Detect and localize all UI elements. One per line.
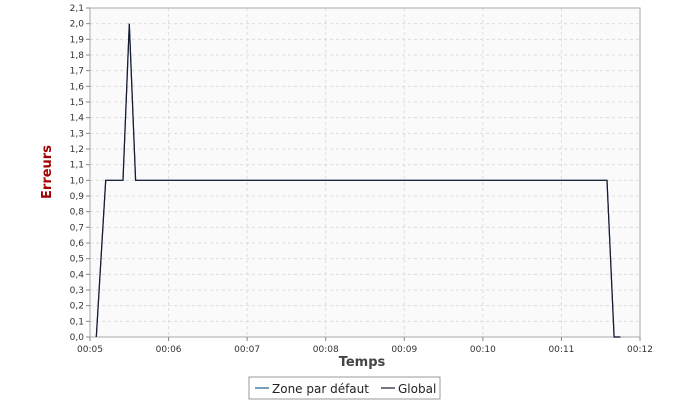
y-tick-label: 0,2 — [70, 302, 84, 312]
y-axis: 0,0 0,1 0,2 0,3 0,4 0,5 0,6 0,7 0,8 0,9 1,0 1,1 1,2 1… — [70, 4, 90, 343]
x-tick-label: 00:09 — [391, 345, 417, 355]
y-tick-label: 2,1 — [70, 4, 84, 14]
y-tick-label: 1,0 — [70, 176, 85, 186]
x-axis-title: Temps — [339, 355, 386, 370]
y-tick-label: 1,8 — [70, 51, 85, 61]
series-lines — [95, 23, 621, 338]
y-tick-label: 1,1 — [70, 161, 84, 171]
y-tick-label: 1,5 — [70, 98, 84, 108]
y-tick-label: 0,6 — [70, 239, 85, 249]
plot-background — [90, 8, 640, 337]
y-tick-label: 1,7 — [70, 67, 84, 77]
y-tick-label: 1,9 — [70, 35, 85, 45]
y-tick-label: 0,7 — [70, 223, 84, 233]
x-axis: 00:05 00:06 00:07 00:08 00:09 00:10 00:11 00:12 — [77, 337, 653, 355]
y-tick-label: 0,1 — [70, 317, 84, 327]
legend-box — [248, 376, 441, 400]
y-tick-label: 1,4 — [70, 114, 85, 124]
y-tick-label: 1,6 — [70, 82, 85, 92]
legend-label-global: Global — [398, 382, 436, 396]
y-tick-label: 0,9 — [70, 192, 85, 202]
series-line-1 — [95, 23, 621, 338]
y-tick-label: 1,2 — [70, 145, 84, 155]
y-tick-label: 0,5 — [70, 255, 84, 265]
x-tick-label: 00:12 — [627, 345, 653, 355]
y-tick-label: 0,0 — [70, 333, 85, 343]
plot-border — [89, 7, 641, 338]
y-tick-label: 0,8 — [70, 208, 85, 218]
y-tick-label: 0,3 — [70, 286, 84, 296]
y-tick-label: 2,0 — [70, 20, 85, 30]
y-tick-label: 0,4 — [70, 270, 85, 280]
x-tick-label: 00:08 — [313, 345, 339, 355]
x-tick-label: 00:10 — [470, 345, 496, 355]
y-axis-title: Erreurs — [40, 145, 55, 199]
legend-label-zone: Zone par défaut — [272, 382, 369, 396]
y-tick-label: 1,3 — [70, 129, 84, 139]
x-tick-label: 00:07 — [234, 345, 260, 355]
legend: Zone par défaut Global — [248, 376, 441, 400]
x-tick-label: 00:05 — [77, 345, 103, 355]
grid — [89, 7, 641, 338]
x-tick-label: 00:06 — [156, 345, 182, 355]
x-tick-label: 00:11 — [548, 345, 574, 355]
